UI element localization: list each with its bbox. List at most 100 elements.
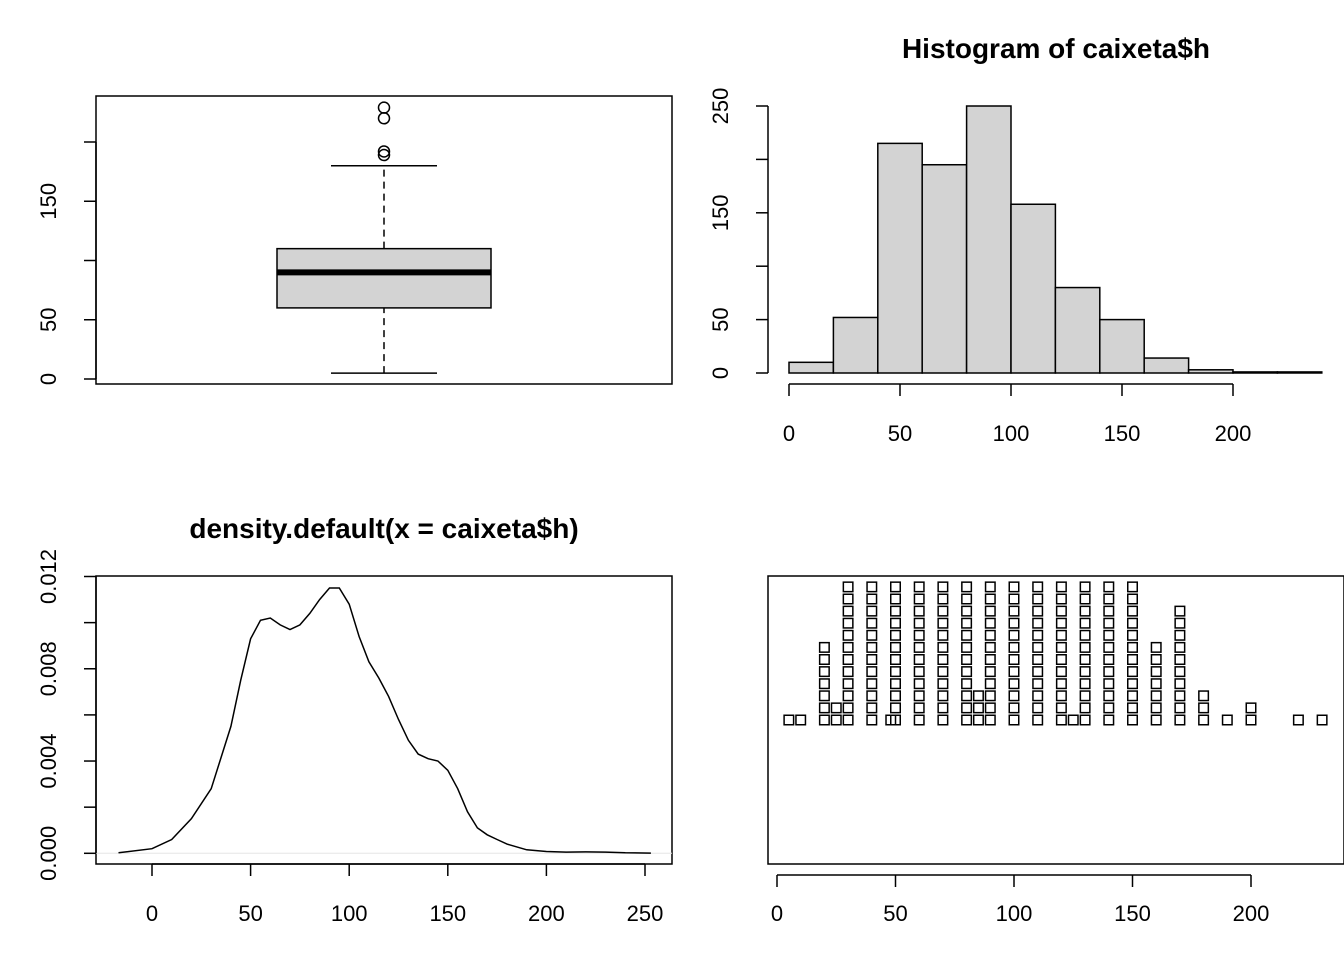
strip-point: [1174, 654, 1186, 665]
stripchart-x-axis: 0 50 100 150 200: [771, 874, 1269, 926]
histogram-bar: [965, 105, 1012, 374]
strip-point: [984, 666, 996, 678]
strip-point: [961, 641, 973, 653]
strip-point: [1008, 629, 1020, 641]
strip-point: [1055, 702, 1067, 714]
strip-point: [890, 593, 901, 605]
strip-point: [1245, 714, 1257, 726]
strip-point: [1198, 702, 1210, 714]
strip-point: [1103, 641, 1115, 653]
strip-point: [1292, 714, 1304, 726]
histogram-x-axis-tick-label: 100: [993, 421, 1030, 446]
density-y-axis-tick-label: 0.004: [36, 734, 61, 789]
boxplot-frame: [95, 95, 673, 385]
strip-point: [1055, 690, 1067, 702]
strip-point: [818, 666, 830, 678]
boxplot-y-axis-tick-label: 150: [36, 183, 61, 220]
strip-point: [1032, 593, 1044, 605]
density-y-axis-tick-label: 0.008: [36, 641, 61, 696]
strip-point: [1198, 690, 1210, 702]
strip-point: [1079, 690, 1091, 702]
strip-point: [1150, 690, 1162, 702]
strip-point: [1032, 581, 1044, 593]
histogram-y-axis: 0 50 150 250: [708, 88, 769, 379]
histogram-bar: [1143, 357, 1190, 374]
strip-point: [937, 581, 949, 593]
stripchart-frame: [767, 575, 1344, 865]
strip-point: [842, 714, 854, 726]
strip-point: [961, 714, 973, 726]
histogram-y-axis-tick-label: 250: [708, 88, 733, 125]
strip-point: [1079, 714, 1091, 726]
histogram-y-axis-tick-label: 150: [708, 194, 733, 231]
strip-point: [818, 714, 830, 726]
strip-point: [1174, 666, 1186, 678]
strip-point: [1055, 666, 1067, 678]
boxplot-y-axis-tick-label: 0: [36, 373, 61, 385]
density-frame: [95, 575, 673, 865]
strip-point: [1103, 666, 1115, 678]
strip-point: [842, 678, 854, 690]
strip-point: [1150, 702, 1162, 714]
strip-point: [1103, 629, 1115, 641]
strip-point: [961, 605, 973, 617]
histogram-bar: [921, 163, 968, 374]
strip-point: [842, 702, 854, 714]
strip-point: [866, 690, 878, 702]
strip-point: [937, 605, 949, 617]
stripchart-x-axis-tick-label: 50: [883, 901, 907, 926]
strip-point: [913, 641, 925, 653]
outlier-point: [377, 112, 391, 125]
strip-point: [913, 678, 925, 690]
strip-point: [1055, 714, 1067, 726]
strip-point: [1103, 593, 1115, 605]
boxplot-y-axis: 0 50 150: [36, 141, 97, 385]
strip-point: [890, 629, 901, 641]
strip-point: [1079, 702, 1091, 714]
strip-point: [972, 714, 984, 726]
strip-point: [842, 581, 854, 593]
strip-point: [818, 654, 830, 665]
strip-point: [1127, 702, 1138, 714]
strip-point: [1008, 617, 1020, 629]
density-x-axis-tick-label: 50: [238, 901, 262, 926]
strip-point: [890, 702, 901, 714]
strip-point: [890, 678, 901, 690]
strip-point: [961, 654, 973, 665]
strip-point: [890, 617, 901, 629]
strip-point: [937, 666, 949, 678]
strip-point: [1103, 690, 1115, 702]
strip-point: [1008, 678, 1020, 690]
strip-point: [818, 641, 830, 653]
stripchart-panel: 0 50 100 150 200: [767, 575, 1344, 926]
density-x-axis: 0 50 100 150 200 250: [146, 863, 663, 926]
strip-point: [1008, 666, 1020, 678]
strip-point: [1150, 666, 1162, 678]
strip-point: [1150, 654, 1162, 665]
strip-point: [842, 654, 854, 665]
histogram-x-axis: 0 50 100 150 200: [783, 383, 1251, 446]
strip-point: [1079, 593, 1091, 605]
strip-point: [1174, 641, 1186, 653]
strip-point: [1127, 593, 1138, 605]
strip-point: [1032, 629, 1044, 641]
stripchart-points: [783, 581, 1328, 726]
strip-point: [972, 690, 984, 702]
strip-point: [913, 617, 925, 629]
strip-point: [1079, 605, 1091, 617]
strip-point: [1079, 581, 1091, 593]
strip-point: [1127, 690, 1138, 702]
strip-point: [818, 678, 830, 690]
histogram-bar: [1276, 371, 1323, 374]
strip-point: [937, 654, 949, 665]
strip-point: [1174, 702, 1186, 714]
strip-point: [1103, 581, 1115, 593]
strip-point: [1055, 654, 1067, 665]
strip-point: [984, 629, 996, 641]
strip-point: [1127, 617, 1138, 629]
boxplot-panel: 0 50 150: [36, 95, 673, 385]
strip-point: [866, 641, 878, 653]
strip-point: [1127, 714, 1138, 726]
strip-point: [818, 690, 830, 702]
